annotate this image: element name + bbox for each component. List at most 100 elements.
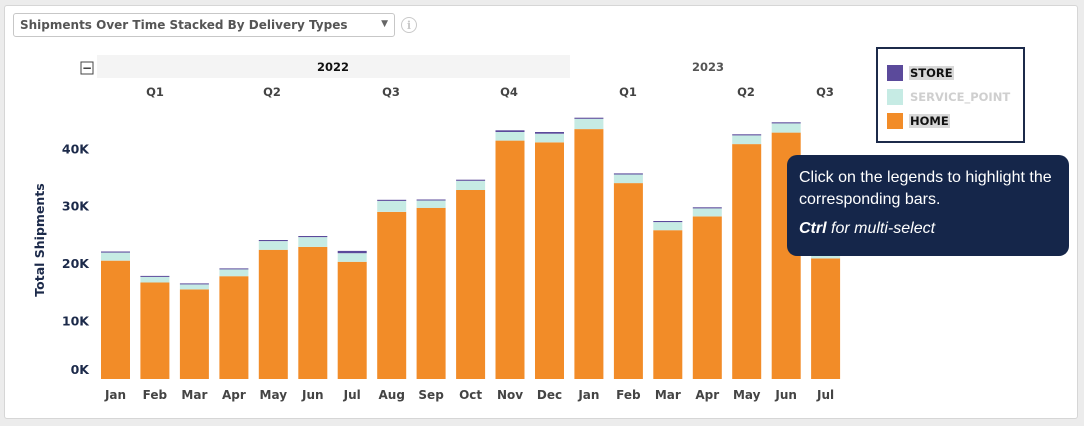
bar-segment-store xyxy=(535,132,564,134)
bar-segment-service-point xyxy=(732,135,762,145)
quarter-label: Q2 xyxy=(263,85,281,99)
bar-segment-service-point xyxy=(692,208,722,217)
bar-segment-store xyxy=(771,122,801,124)
bar-segment-store xyxy=(692,207,722,209)
legend-swatch xyxy=(887,65,903,81)
bar-segment-store xyxy=(140,275,170,277)
legend-label: SERVICE_POINT xyxy=(910,90,1011,104)
year-label-2023: 2023 xyxy=(692,60,724,74)
quarter-label: Q1 xyxy=(146,85,164,99)
bar-segment-store xyxy=(101,251,130,253)
bar-segment-home xyxy=(613,183,643,379)
bar-segment-service-point xyxy=(495,132,525,141)
bar-segment-home xyxy=(653,230,683,379)
bar-segment-home xyxy=(456,190,486,379)
bar-segment-store xyxy=(179,283,209,285)
legend-swatch xyxy=(887,113,903,129)
x-tick-label: Mar xyxy=(181,388,207,402)
legend-label: STORE xyxy=(909,66,954,80)
x-tick-label: Jul xyxy=(343,388,361,402)
bar-segment-home xyxy=(179,289,209,379)
bar-segment-store xyxy=(613,173,643,175)
bar-segment-home xyxy=(416,207,446,379)
info-icon[interactable]: i xyxy=(401,17,417,33)
bar-segment-service-point xyxy=(416,200,446,208)
bar-segment-service-point xyxy=(337,253,367,262)
bar-segment-service-point xyxy=(653,222,683,231)
y-tick-label: 30K xyxy=(62,199,90,214)
x-tick-label: May xyxy=(733,388,761,402)
bar-segment-service-point xyxy=(574,118,604,130)
x-tick-label: Feb xyxy=(616,388,641,402)
bar-segment-service-point xyxy=(771,123,801,133)
bar-segment-service-point xyxy=(101,252,130,261)
bar-segment-store xyxy=(574,117,604,119)
bar-segment-home xyxy=(574,129,604,379)
bar-segment-home xyxy=(140,282,170,379)
bar-segment-home xyxy=(298,246,328,379)
x-tick-label: Aug xyxy=(378,388,404,402)
x-tick-label: May xyxy=(260,388,288,402)
bar-segment-home xyxy=(811,258,841,379)
y-tick-label: 10K xyxy=(62,314,90,329)
bar-segment-store xyxy=(495,130,525,132)
collapse-icon[interactable]: − xyxy=(82,61,92,75)
tooltip-text: Click on the legends to highlight the co… xyxy=(799,169,1052,208)
x-tick-label: Jul xyxy=(816,388,834,402)
bar-segment-store xyxy=(219,268,249,270)
bar-segment-store xyxy=(653,221,683,223)
bar-segment-store xyxy=(377,199,407,201)
year-label-2022: 2022 xyxy=(317,60,349,74)
bar-segment-home xyxy=(219,276,249,379)
legend-help-tooltip: Click on the legends to highlight the co… xyxy=(787,155,1069,256)
tooltip-ctrl-key: Ctrl xyxy=(799,220,827,237)
year-header-band xyxy=(97,55,570,78)
quarter-label: Q1 xyxy=(619,85,637,99)
collapse-button xyxy=(80,61,94,75)
quarter-label: Q4 xyxy=(500,85,518,99)
bar-segment-store xyxy=(298,236,328,238)
bar-segment-service-point xyxy=(298,237,328,247)
bar-segment-store xyxy=(337,250,367,254)
chevron-down-icon: ▼ xyxy=(381,19,388,29)
bar-segment-home xyxy=(535,142,564,379)
y-tick-label: 20K xyxy=(62,256,90,271)
chart-type-dropdown[interactable]: Shipments Over Time Stacked By Delivery … xyxy=(13,13,395,37)
y-tick-label: 0K xyxy=(71,362,91,377)
bar-segment-service-point xyxy=(535,133,564,143)
bar-segment-service-point xyxy=(219,269,249,277)
quarter-label: Q3 xyxy=(816,85,834,99)
bar-segment-store xyxy=(258,240,288,242)
tooltip-ctrl-text: for multi-select xyxy=(826,220,936,237)
x-tick-label: Jun xyxy=(301,388,324,402)
x-tick-label: Nov xyxy=(497,388,523,402)
x-tick-label: Jan xyxy=(577,388,599,402)
bar-segment-home xyxy=(495,140,525,379)
legend-label: HOME xyxy=(909,114,950,128)
tooltip-multiselect-hint: Ctrl for multi-select xyxy=(799,219,1057,239)
bar-segment-service-point xyxy=(179,284,209,290)
bar-segment-home xyxy=(337,261,367,379)
bar-segment-home xyxy=(692,216,722,379)
x-tick-label: Dec xyxy=(537,388,562,402)
bar-segment-service-point xyxy=(613,174,643,184)
bar-segment-store xyxy=(416,199,446,201)
x-tick-label: Mar xyxy=(655,388,681,402)
x-tick-label: Apr xyxy=(695,388,719,402)
quarter-label: Q2 xyxy=(737,85,755,99)
chart-legend: STORE SERVICE_POINT HOME xyxy=(876,47,1025,143)
bar-segment-service-point xyxy=(140,276,170,283)
x-tick-label: Oct xyxy=(459,388,482,402)
bar-segment-store xyxy=(456,179,486,181)
x-tick-label: Jan xyxy=(104,388,126,402)
bar-segment-home xyxy=(258,249,288,379)
bar-segment-home xyxy=(101,260,130,379)
x-tick-label: Feb xyxy=(143,388,168,402)
x-tick-label: Sep xyxy=(418,388,444,402)
bar-segment-service-point xyxy=(258,241,288,250)
bar-segment-home xyxy=(377,211,407,379)
x-tick-label: Apr xyxy=(222,388,246,402)
legend-swatch xyxy=(887,89,903,105)
dropdown-selected-value: Shipments Over Time Stacked By Delivery … xyxy=(20,18,348,32)
